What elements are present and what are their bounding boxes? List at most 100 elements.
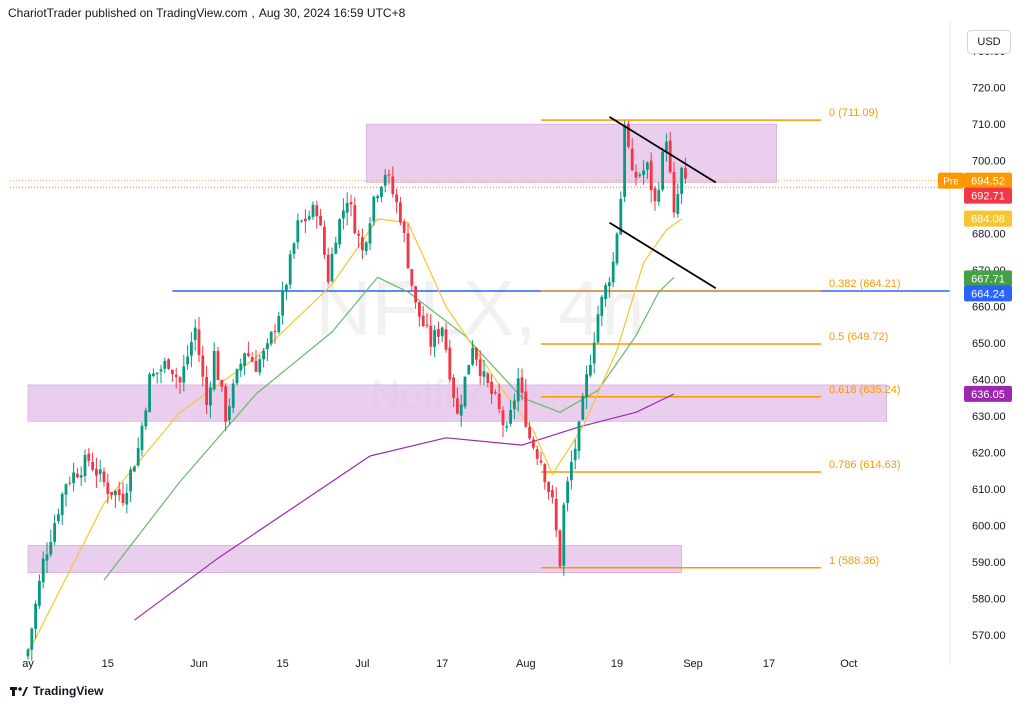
candle-body xyxy=(68,482,72,484)
candle-body xyxy=(440,327,444,337)
ema-fast-line xyxy=(27,218,682,654)
time-tick-label: 15 xyxy=(276,658,288,670)
candle-body xyxy=(596,314,600,343)
candle-body xyxy=(516,378,520,402)
candle-body xyxy=(159,369,163,372)
price-badge-value: 684.08 xyxy=(971,214,1005,226)
candle-body xyxy=(98,469,102,474)
price-badge-box xyxy=(964,210,1012,227)
candle-body xyxy=(136,448,140,466)
publisher-text: ChariotTrader published on TradingView.c… xyxy=(8,6,248,20)
candle-body xyxy=(524,391,528,427)
candle-body xyxy=(174,374,178,377)
candle-body xyxy=(258,359,262,373)
candle-body xyxy=(653,188,657,202)
candle-body xyxy=(456,398,459,414)
price-tick-label: 620.00 xyxy=(972,447,1006,459)
price-tick-label: 570.00 xyxy=(972,630,1006,642)
candle-body xyxy=(133,466,136,472)
candle-body xyxy=(429,325,433,347)
candle-body xyxy=(129,469,132,492)
candle-body xyxy=(262,350,265,360)
candle-body xyxy=(254,360,258,372)
fib-level-label: 0.786 (614.63) xyxy=(829,459,901,471)
candle-body xyxy=(307,216,311,220)
candle-body xyxy=(623,125,626,197)
candle-body xyxy=(433,330,436,347)
candle-body xyxy=(589,364,592,376)
candle-body xyxy=(577,421,581,451)
candle-body xyxy=(190,342,193,356)
candle-body xyxy=(372,196,376,222)
price-badge-value: 694.52 xyxy=(971,176,1005,188)
candle-body xyxy=(437,328,440,337)
candle-body xyxy=(26,649,30,657)
candle-body xyxy=(49,541,53,555)
candle-body xyxy=(444,329,448,350)
candle-body xyxy=(611,261,615,283)
candle-body xyxy=(345,203,349,213)
fibonacci-retracement: 0 (711.09) 0.382 (664.21) 0.5 (649.72) 0.61… xyxy=(541,107,901,569)
candle-body xyxy=(528,426,531,439)
price-badges: Pre 694.52 692.71 684.08 667.71 664.24 636.05 xyxy=(938,172,1012,402)
candle-body xyxy=(361,237,364,251)
candle-body xyxy=(676,194,680,214)
candle-body xyxy=(615,233,619,264)
candle-body xyxy=(406,233,410,269)
price-axis[interactable]: 570.00 580.00 590.00 600.00 610.00 620.00 630.… xyxy=(949,22,1006,665)
candle-body xyxy=(110,492,113,495)
price-tick-label: 580.00 xyxy=(972,593,1006,605)
candle-body xyxy=(201,355,205,377)
candle-body xyxy=(501,410,505,426)
candle-body xyxy=(121,493,125,503)
candle-body xyxy=(83,455,87,476)
price-badge-box xyxy=(964,187,1012,204)
candle-body xyxy=(391,176,395,195)
candle-body xyxy=(266,343,269,349)
candle-body xyxy=(79,475,83,478)
price-badge: 664.24 xyxy=(964,285,1012,302)
candle-body xyxy=(338,219,341,245)
candle-body xyxy=(167,359,170,369)
candle-body xyxy=(152,373,155,376)
currency-button[interactable]: USD xyxy=(967,30,1011,54)
time-tick-label: 17 xyxy=(763,658,775,670)
time-tick-label: ay xyxy=(22,658,34,670)
ema-slow-line xyxy=(134,393,675,621)
candle-body xyxy=(459,404,463,416)
price-badge-box xyxy=(964,385,1012,402)
candle-body xyxy=(592,342,596,364)
candle-body xyxy=(418,302,421,317)
candle-body xyxy=(532,439,535,448)
candle-body xyxy=(490,381,493,394)
candle-body xyxy=(509,409,512,424)
candle-body xyxy=(634,171,638,178)
candle-body xyxy=(106,482,110,495)
candle-body xyxy=(304,218,307,222)
candle-body xyxy=(273,331,277,333)
candle-body xyxy=(57,514,60,522)
candle-body xyxy=(399,202,402,223)
candle-body xyxy=(661,151,664,190)
candle-body xyxy=(585,374,588,398)
tradingview-footer[interactable]: TradingView xyxy=(10,684,103,698)
candle-body xyxy=(368,223,372,244)
candle-body xyxy=(414,286,417,303)
candle-body xyxy=(178,377,182,383)
candle-body xyxy=(494,392,497,394)
candle-body xyxy=(220,379,224,387)
candle-body xyxy=(342,210,345,219)
price-tick-label: 660.00 xyxy=(972,301,1006,313)
candle-body xyxy=(212,351,216,390)
candle-body xyxy=(235,369,239,384)
candle-body xyxy=(91,461,94,470)
candle-body xyxy=(376,196,379,199)
price-tick-label: 700.00 xyxy=(972,156,1006,168)
time-axis[interactable]: ay 15 Jun 15 Jul 17 Aug 19 Sep 17 Oct xyxy=(22,658,857,670)
price-badge-box xyxy=(964,285,1012,302)
price-tick-label: 590.00 xyxy=(972,557,1006,569)
candle-body xyxy=(330,253,334,282)
candle-body xyxy=(269,331,273,344)
candle-body xyxy=(95,468,98,476)
